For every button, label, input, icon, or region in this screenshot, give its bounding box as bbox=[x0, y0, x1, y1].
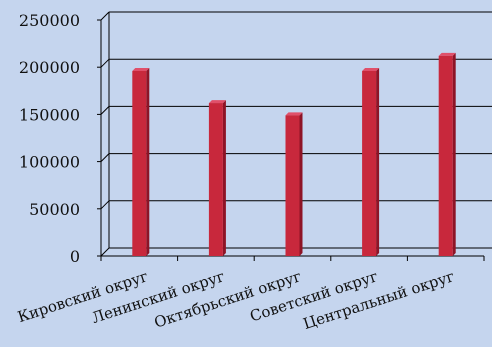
bar-side bbox=[299, 112, 303, 257]
bar-front bbox=[438, 55, 453, 256]
y-tick-depth bbox=[100, 11, 110, 21]
bar-front bbox=[285, 115, 300, 257]
bar-top bbox=[438, 52, 456, 56]
y-tick-depth bbox=[100, 153, 110, 162]
y-tick-label: 150000 bbox=[19, 105, 80, 124]
bar-top bbox=[208, 100, 226, 104]
y-tick-label: 50000 bbox=[29, 200, 80, 219]
y-tick-label: 200000 bbox=[19, 58, 80, 77]
bar-top bbox=[132, 67, 150, 71]
bar-front bbox=[362, 70, 377, 256]
bar-side bbox=[376, 67, 380, 256]
y-tick-depth bbox=[100, 106, 110, 115]
bar-front bbox=[132, 70, 147, 256]
y-tick-label: 100000 bbox=[19, 153, 80, 172]
y-tick-depth bbox=[100, 247, 110, 257]
y-tick-depth bbox=[100, 200, 110, 210]
bar-side bbox=[452, 52, 456, 256]
y-tick-label: 250000 bbox=[19, 11, 80, 30]
bars bbox=[132, 52, 456, 257]
bar-side bbox=[146, 67, 150, 256]
bar bbox=[208, 100, 226, 257]
bar-side bbox=[222, 100, 226, 257]
bar bbox=[132, 67, 150, 256]
bar bbox=[285, 112, 303, 257]
bar-top bbox=[285, 112, 303, 116]
bar bbox=[362, 67, 380, 256]
y-axis-tick-labels: 0 50000 100000 150000 200000 250000 bbox=[19, 11, 80, 266]
bar-top bbox=[362, 67, 380, 71]
y-tick-depth bbox=[100, 58, 110, 68]
y-tick-label: 0 bbox=[70, 247, 80, 266]
bar-front bbox=[208, 103, 223, 257]
bar bbox=[438, 52, 456, 256]
